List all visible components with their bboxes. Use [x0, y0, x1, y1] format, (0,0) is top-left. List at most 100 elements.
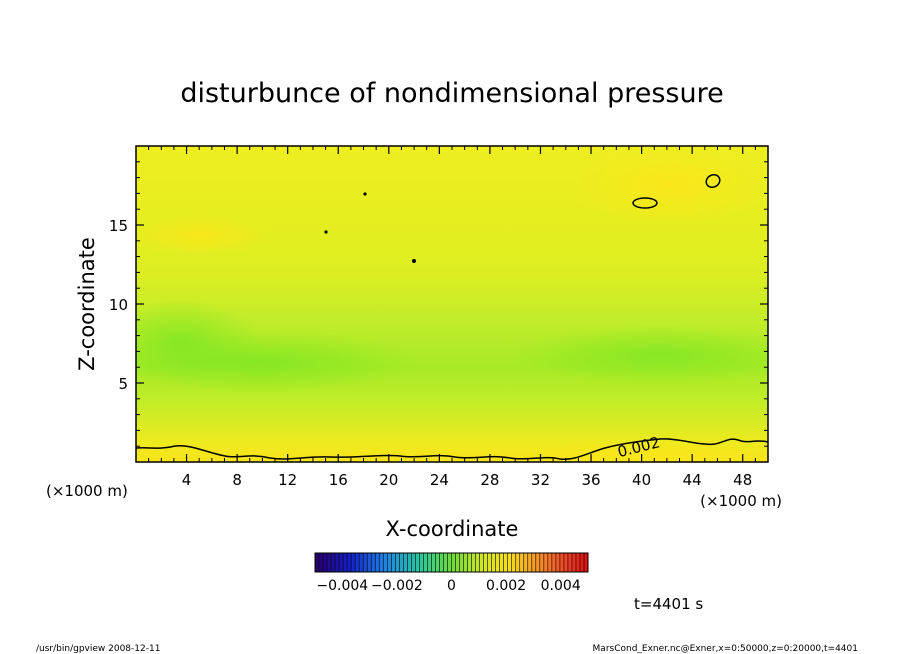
- colorbar-cell: [403, 553, 408, 572]
- colorbar-cell: [443, 553, 448, 572]
- colorbar-cell: [535, 553, 540, 572]
- colorbar-cell: [379, 553, 384, 572]
- colorbar-cell: [399, 553, 404, 572]
- x-units-right: (×1000 m): [700, 492, 782, 510]
- colorbar-cell: [367, 553, 372, 572]
- x-tick-label: 36: [581, 471, 600, 489]
- colorbar-tick-label: 0: [447, 578, 456, 594]
- contour-dot: [412, 259, 416, 263]
- colorbar-cell: [411, 553, 416, 572]
- colorbar-cell: [435, 553, 440, 572]
- colorbar-cell: [519, 553, 524, 572]
- colorbar-cell: [459, 553, 464, 572]
- colorbar-cell: [555, 553, 560, 572]
- colorbar-cell: [447, 553, 452, 572]
- footer-left: /usr/bin/gpview 2008-12-11: [36, 644, 160, 654]
- colorbar-cell: [387, 553, 392, 572]
- footer-right: MarsCond_Exner.nc@Exner,x=0:50000,z=0:20…: [593, 644, 858, 654]
- high-region: [570, 146, 768, 225]
- colorbar-cell: [575, 553, 580, 572]
- y-tick-label: 10: [109, 296, 128, 314]
- colorbar-frame: [314, 552, 589, 573]
- colorbar-cell: [407, 553, 412, 572]
- x-tick-label: 44: [683, 471, 702, 489]
- contour-closed: [632, 197, 658, 209]
- colorbar-cell: [351, 553, 356, 572]
- colorbar-cell: [547, 553, 552, 572]
- contour-dot: [363, 192, 367, 196]
- x-tick-label: 24: [430, 471, 449, 489]
- colorbar-cell: [539, 553, 544, 572]
- colorbar-cell: [323, 553, 328, 572]
- y-axis-label: Z-coordinate: [75, 237, 99, 371]
- colorbar-cell: [427, 553, 432, 572]
- colorbar-cell: [375, 553, 380, 572]
- colorbar-cell: [563, 553, 568, 572]
- colorbar-cell: [431, 553, 436, 572]
- green-region: [136, 300, 260, 380]
- colorbar-tick-label: 0.002: [486, 578, 526, 594]
- colorbar-cell: [439, 553, 444, 572]
- colorbar: −0.004 −0.002 0 0.002 0.004: [314, 552, 589, 594]
- colorbar-stripes: [314, 553, 588, 572]
- colorbar-cell: [383, 553, 388, 572]
- x-tick-label: 32: [531, 471, 550, 489]
- colorbar-cell: [451, 553, 456, 572]
- colorbar-cell: [559, 553, 564, 572]
- colorbar-cell: [479, 553, 484, 572]
- x-tick-label: 16: [329, 471, 348, 489]
- colorbar-cell: [467, 553, 472, 572]
- contour-line: [136, 438, 768, 461]
- green-region: [510, 325, 768, 385]
- colorbar-cell: [583, 553, 588, 572]
- x-tick-label: 8: [232, 471, 242, 489]
- colorbar-cell: [487, 553, 492, 572]
- colorbar-cell: [415, 553, 420, 572]
- x-units-left: (×1000 m): [46, 482, 128, 500]
- y-tick-label: 15: [109, 217, 128, 235]
- colorbar-cell: [499, 553, 504, 572]
- colorbar-cell: [391, 553, 396, 572]
- colorbar-cell: [471, 553, 476, 572]
- time-label: t=4401 s: [634, 595, 703, 613]
- contour-dot: [324, 230, 328, 234]
- colorbar-cell: [355, 553, 360, 572]
- colorbar-tick-label: −0.004: [316, 578, 368, 594]
- y-tick-label: 5: [118, 375, 128, 393]
- chart-title: disturbunce of nondimensional pressure: [180, 78, 723, 109]
- colorbar-cell: [571, 553, 576, 572]
- x-axis-label: X-coordinate: [386, 517, 519, 541]
- x-tick-label: 40: [632, 471, 651, 489]
- colorbar-cell: [339, 553, 344, 572]
- colorbar-cell: [483, 553, 488, 572]
- colorbar-labels: −0.004 −0.002 0 0.002 0.004: [316, 578, 580, 594]
- colorbar-cell: [359, 553, 364, 572]
- colorbar-cell: [511, 553, 516, 572]
- colorbar-cell: [503, 553, 508, 572]
- colorbar-cell: [495, 553, 500, 572]
- x-tick-label: 28: [480, 471, 499, 489]
- contour-closed: [705, 173, 721, 189]
- x-tick-label: 4: [182, 471, 192, 489]
- x-tick-label: 12: [278, 471, 297, 489]
- colorbar-cell: [523, 553, 528, 572]
- colorbar-tick-label: −0.002: [371, 578, 423, 594]
- colorbar-cell: [531, 553, 536, 572]
- colorbar-cell: [335, 553, 340, 572]
- colorbar-cell: [551, 553, 556, 572]
- colorbar-cell: [423, 553, 428, 572]
- colorbar-cell: [567, 553, 572, 572]
- colorbar-cell: [319, 553, 324, 572]
- colorbar-cell: [419, 553, 424, 572]
- colorbar-cell: [363, 553, 368, 572]
- colorbar-cell: [515, 553, 520, 572]
- high-region: [136, 215, 270, 255]
- colorbar-cell: [527, 553, 532, 572]
- colorbar-cell: [315, 553, 320, 572]
- colorbar-cell: [543, 553, 548, 572]
- colorbar-cell: [463, 553, 468, 572]
- colorbar-cell: [327, 553, 332, 572]
- colorbar-cell: [331, 553, 336, 572]
- colorbar-cell: [507, 553, 512, 572]
